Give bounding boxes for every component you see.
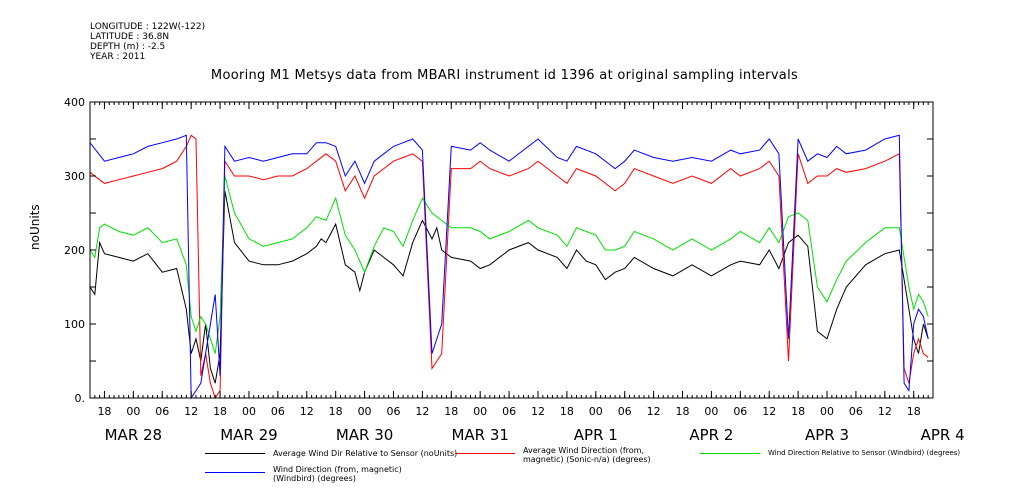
y-tick-label: 400	[64, 96, 85, 109]
depth-label: DEPTH (m) : -2.5	[90, 42, 166, 52]
x-tick-label: 12	[531, 405, 545, 418]
x-day-label: MAR 30	[336, 426, 393, 444]
metadata-block: LONGITUDE : 122W(-122) LATITUDE : 36.8N …	[90, 22, 205, 62]
legend-label-3: Wind Direction (from, magnetic) (Windbir…	[273, 465, 402, 483]
series-line-1	[89, 134, 929, 400]
x-tick-label: 18	[444, 405, 458, 418]
x-day-label: MAR 31	[451, 426, 508, 444]
x-tick-label: 18	[676, 405, 690, 418]
chart-title: Mooring M1 Metsys data from MBARI instru…	[210, 68, 799, 83]
x-tick-label: 06	[849, 405, 863, 418]
plot-frame	[89, 101, 934, 399]
x-tick-label: 12	[878, 405, 892, 418]
legend-swatch-3	[205, 472, 265, 473]
latitude-label: LATITUDE : 36.8N	[90, 32, 170, 42]
x-tick-label: 12	[184, 405, 198, 418]
legend-swatch-0	[205, 453, 265, 454]
x-tick-label: 12	[415, 405, 429, 418]
y-tick-label: 100	[64, 318, 85, 331]
x-day-label: MAR 29	[220, 426, 277, 444]
x-day-label: APR 4	[921, 426, 965, 444]
x-tick-label: 12	[300, 405, 314, 418]
y-tick-label: 0.	[75, 392, 86, 405]
y-tick-label: 300	[64, 170, 85, 183]
legend-label-1: Average Wind Direction (from, magnetic) …	[523, 446, 651, 464]
x-tick-label: 18	[329, 405, 343, 418]
x-day-label: APR 2	[689, 426, 733, 444]
x-tick-label: 18	[213, 405, 227, 418]
x-tick-label: 18	[560, 405, 574, 418]
x-tick-label: 06	[155, 405, 169, 418]
x-tick-label: 00	[242, 405, 256, 418]
x-tick-label: 06	[271, 405, 285, 418]
series-line-3	[89, 134, 929, 400]
x-tick-label: 12	[647, 405, 661, 418]
x-tick-label: 18	[791, 405, 805, 418]
x-day-label: MAR 28	[105, 426, 162, 444]
series-line-2	[89, 175, 929, 354]
x-tick-label: 18	[907, 405, 921, 418]
legend-swatch-2	[700, 453, 760, 454]
x-tick-label: 00	[589, 405, 603, 418]
x-tick-label: 00	[820, 405, 834, 418]
x-day-label: APR 3	[805, 426, 849, 444]
x-tick-label: 06	[618, 405, 632, 418]
x-tick-label: 06	[733, 405, 747, 418]
x-tick-label: 18	[97, 405, 111, 418]
longitude-label: LONGITUDE : 122W(-122)	[90, 22, 206, 32]
x-tick-label: 06	[386, 405, 400, 418]
legend-label-0: Average Wind Dir Relative to Sensor (noU…	[273, 449, 458, 458]
series-line-0	[89, 190, 929, 384]
x-tick-label: 00	[704, 405, 718, 418]
legend-label-2: Wind Direction Relative to Sensor (Windb…	[768, 449, 961, 457]
y-axis-label: noUnits	[28, 204, 42, 250]
x-tick-label: 00	[473, 405, 487, 418]
legend-swatch-1	[455, 453, 515, 454]
year-label: YEAR : 2011	[90, 52, 146, 62]
x-tick-label: 00	[358, 405, 372, 418]
x-tick-label: 00	[126, 405, 140, 418]
x-tick-label: 12	[762, 405, 776, 418]
y-tick-label: 200	[64, 244, 85, 257]
x-tick-label: 06	[502, 405, 516, 418]
x-day-label: APR 1	[574, 426, 618, 444]
